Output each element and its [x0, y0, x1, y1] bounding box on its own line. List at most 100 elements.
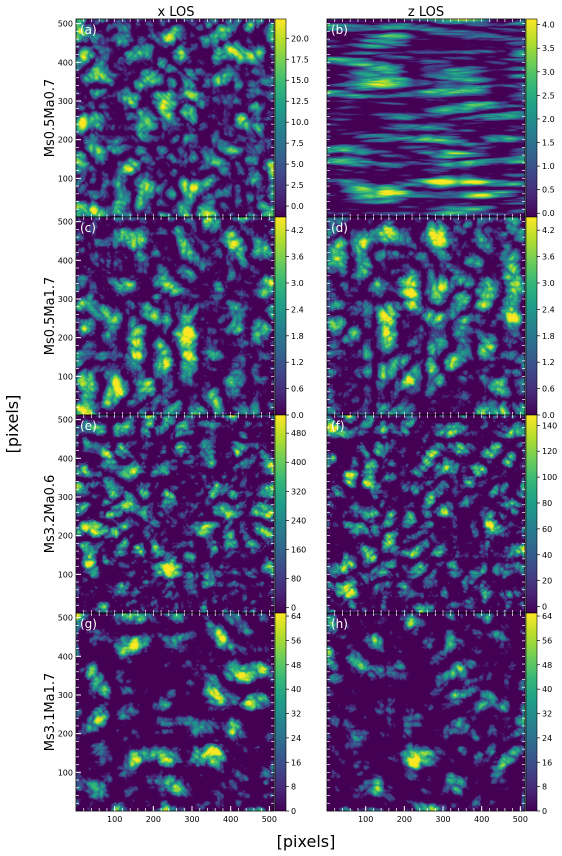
colorbar-tick-label: 12.5: [291, 97, 309, 106]
x-tick-label: 100: [358, 815, 373, 824]
row-label-ms32ma06: Ms3.2Ma0.6: [43, 475, 58, 554]
x-tick-label: 200: [397, 815, 412, 824]
x-tick-label: 100: [107, 815, 122, 824]
colorbar-tick-label: 16: [291, 758, 301, 767]
colorbar-tick-label: 24: [542, 734, 552, 743]
panel-label: (b): [331, 23, 348, 37]
panel-label: (c): [80, 221, 96, 235]
y-tick-label: 400: [58, 454, 73, 463]
panel-label: (e): [80, 419, 97, 433]
colorbar-tick-label: 48: [542, 661, 552, 670]
colorbar-tick-label: 0: [291, 604, 296, 613]
colorbar-tick-label: 15.0: [291, 76, 309, 85]
colorbar-tick-label: 1.8: [291, 332, 304, 341]
colorbar-tick-label: 32: [291, 710, 301, 719]
panel-frame: [326, 612, 526, 812]
y-tick-label: 300: [58, 493, 73, 502]
colorbar-tick-label: 80: [291, 574, 301, 583]
y-tick-label: 200: [58, 730, 73, 739]
x-tick-label: 400: [223, 815, 238, 824]
y-tick-label: 100: [58, 768, 73, 777]
colorbar-tick-label: 160: [291, 545, 306, 554]
y-tick-label: 400: [58, 58, 73, 67]
heatmap-image: [327, 415, 525, 613]
y-tick-label: 500: [58, 614, 73, 623]
colorbar-tick-label: 2.5: [291, 181, 304, 190]
colorbar-tick-label: 100: [542, 473, 557, 482]
row-label-ms05ma17: Ms0.5Ma1.7: [43, 277, 58, 356]
colorbar-frame: [525, 612, 538, 812]
colorbar-tick-label: 320: [291, 487, 306, 496]
panel-b: (b) 0.0 0.5 1.0 1.5 2.0 2.5 3.0 3.5 4.0: [326, 18, 555, 218]
colorbar: [275, 613, 286, 811]
colorbar-tick-label: 40: [291, 685, 301, 694]
panel-e: 100 200 300 400 500 (e) 0 80 160 240 320 400 480: [58, 414, 306, 614]
y-tick-label: 400: [58, 256, 73, 265]
x-tick-label: 400: [474, 815, 489, 824]
colorbar: [526, 415, 537, 613]
colorbar-tick-label: 140: [542, 421, 557, 430]
panel-label: (d): [331, 221, 348, 235]
colorbar-tick-label: 1.2: [542, 358, 555, 367]
panel-c: 100 200 300 400 500 (c) 0.0 0.6 1.2 1.8 2.4 3.0 3.6 4…: [58, 216, 304, 420]
colorbar-tick-label: 1.0: [542, 162, 555, 171]
colorbar-tick-label: 80: [542, 499, 552, 508]
panel-label: (h): [331, 617, 348, 631]
colorbar-tick-label: 480: [291, 429, 306, 438]
colorbar: [526, 19, 537, 217]
colorbar: [526, 217, 537, 415]
x-tick-label: 300: [435, 815, 450, 824]
colorbar-tick-label: 3.5: [542, 44, 555, 53]
x-tick-label: 500: [262, 815, 277, 824]
colorbar-tick-label: 400: [291, 458, 306, 467]
colorbar-tick-label: 1.8: [542, 332, 555, 341]
y-tick-label: 500: [58, 20, 73, 29]
colorbar-tick-label: 2.4: [542, 305, 555, 314]
heatmap-image: [327, 217, 525, 415]
column-title-x-los: x LOS: [157, 5, 194, 20]
y-tick-label: 400: [58, 652, 73, 661]
panel-d: (d) 0.0 0.6 1.2 1.8 2.4 3.0 3.6 4.2: [326, 216, 555, 420]
y-tick-label: 300: [58, 97, 73, 106]
colorbar-tick-label: 64: [542, 612, 552, 621]
colorbar-tick-label: 3.6: [291, 253, 304, 262]
colorbar-tick-label: 56: [291, 636, 301, 645]
heatmap-image: [327, 613, 525, 811]
panel-g: 100 200 300 400 500 100 200 300 400 500 (g) 0 8 16 24 3…: [58, 612, 301, 824]
colorbar-tick-label: 8: [291, 783, 296, 792]
y-tick-label: 200: [58, 532, 73, 541]
x-tick-label: 200: [146, 815, 161, 824]
colorbar: [275, 415, 286, 613]
colorbar-tick-label: 120: [542, 447, 557, 456]
colorbar-tick-label: 1.2: [291, 358, 304, 367]
colorbar-tick-label: 2.5: [542, 91, 555, 100]
y-tick-label: 100: [58, 570, 73, 579]
y-tick-label: 500: [58, 416, 73, 425]
colorbar-tick-label: 16: [542, 758, 552, 767]
colorbar-tick-label: 2.4: [291, 305, 304, 314]
x-axis-label: [pixels]: [277, 832, 336, 851]
colorbar-tick-label: 0.0: [542, 411, 555, 420]
colorbar-frame: [274, 612, 287, 812]
colorbar-tick-label: 10.0: [291, 118, 309, 127]
colorbar: [275, 217, 286, 415]
panel-frame: [75, 612, 275, 812]
colorbar-tick-label: 3.6: [542, 253, 555, 262]
colorbar-tick-label: 4.2: [542, 226, 555, 235]
column-title-z-los: z LOS: [408, 5, 444, 20]
y-tick-label: 100: [58, 372, 73, 381]
colorbar-tick-label: 3.0: [542, 279, 555, 288]
y-tick-label: 300: [58, 295, 73, 304]
colorbar-tick-label: 64: [291, 612, 301, 621]
panel-h: 100 200 300 400 500 (h) 0 8 16 24 32 40 48 56 64: [326, 612, 552, 824]
colorbar-tick-label: 0.5: [542, 186, 555, 195]
colorbar-tick-label: 32: [542, 710, 552, 719]
colorbar-tick-label: 0.6: [542, 385, 555, 394]
colorbar-tick-label: 56: [542, 636, 552, 645]
colorbar-tick-label: 0.0: [291, 202, 304, 211]
y-tick-label: 200: [58, 334, 73, 343]
y-tick-label: 500: [58, 218, 73, 227]
panel-label: (g): [80, 617, 97, 631]
